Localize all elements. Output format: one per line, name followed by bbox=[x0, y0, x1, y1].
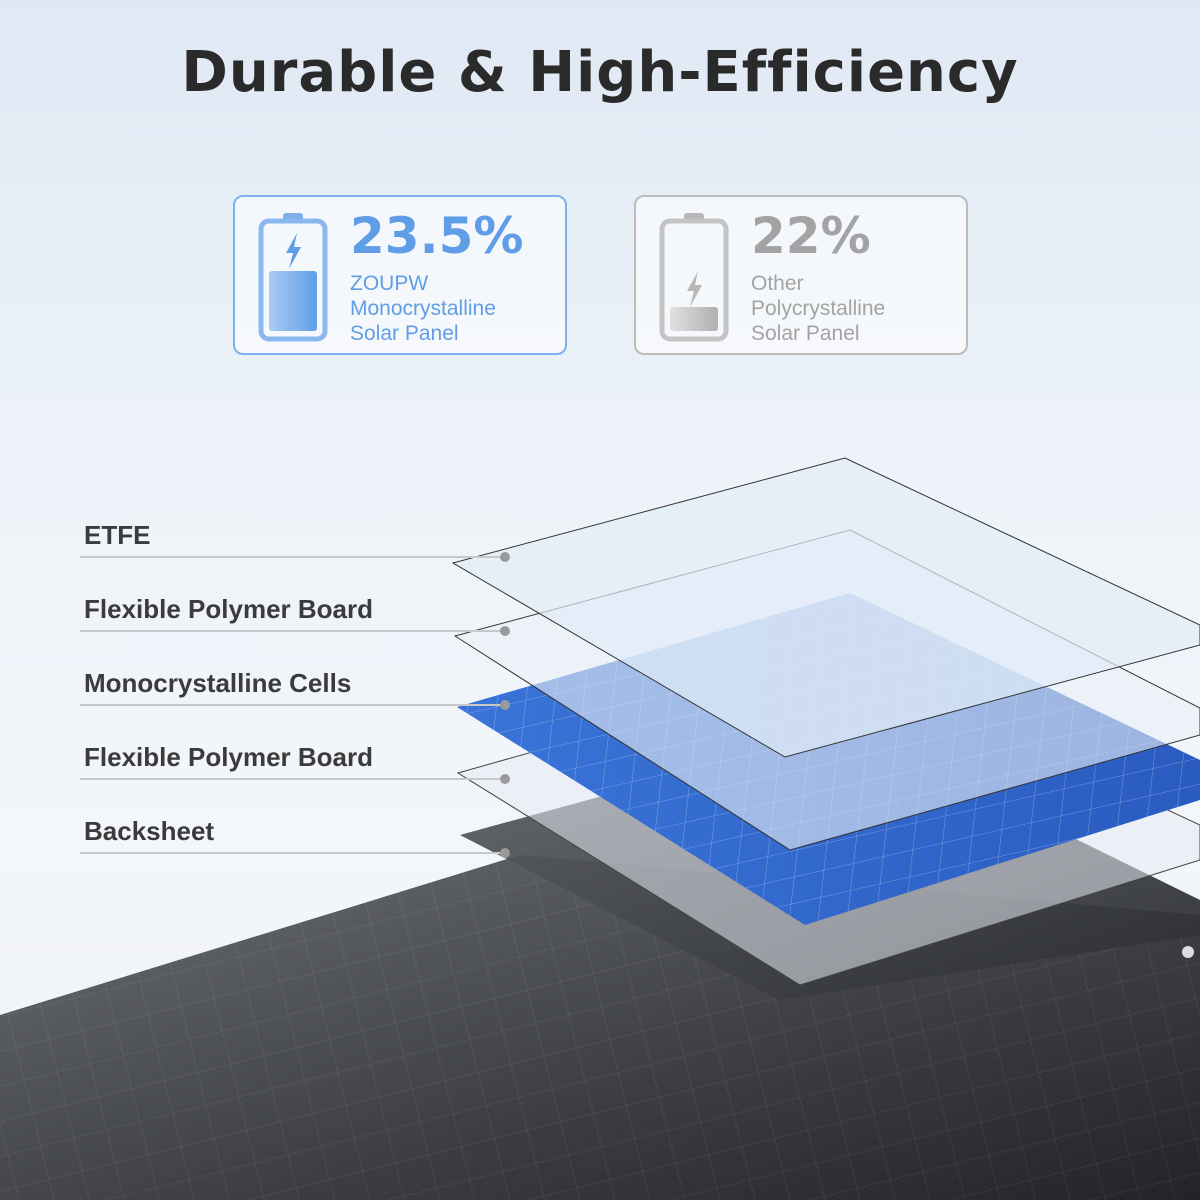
page-title: Durable & High-Efficiency bbox=[181, 40, 1019, 105]
efficiency-card-other: 22% Other Polycrystalline Solar Panel bbox=[634, 195, 968, 355]
layer-label-backsheet: Backsheet bbox=[84, 816, 215, 846]
battery-high-icon bbox=[258, 213, 328, 342]
layer-label-monocrystalline-cells: Monocrystalline Cells bbox=[84, 668, 352, 698]
efficiency-description: Other Polycrystalline Solar Panel bbox=[751, 272, 886, 345]
battery-low-icon bbox=[659, 213, 729, 342]
leader-dots bbox=[500, 552, 510, 858]
efficiency-description: ZOUPW Monocrystalline Solar Panel bbox=[350, 272, 496, 345]
layer-label-flexible-polymer-board: Flexible Polymer Board bbox=[84, 742, 373, 772]
layer-label-etfe: ETFE bbox=[84, 520, 151, 550]
efficiency-value: 23.5% bbox=[350, 207, 524, 265]
efficiency-value: 22% bbox=[751, 207, 871, 265]
leader-lines bbox=[80, 556, 505, 854]
layer-label-flexible-polymer-board: Flexible Polymer Board bbox=[84, 594, 373, 624]
layer-etfe bbox=[451, 457, 1200, 758]
efficiency-card-zoupw: 23.5% ZOUPW Monocrystalline Solar Panel bbox=[233, 195, 567, 355]
